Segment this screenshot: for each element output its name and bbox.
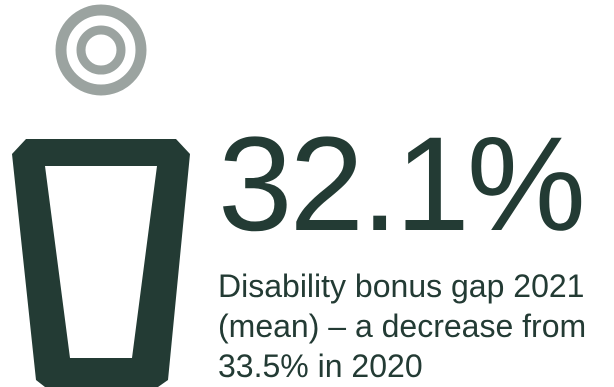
caption-line-3: 33.5% in 2020 xyxy=(218,348,423,384)
person-body-icon xyxy=(12,139,190,387)
person-icon xyxy=(12,4,190,387)
stat-caption: Disability bonus gap 2021 (mean) – a dec… xyxy=(218,266,612,386)
caption-line-1: Disability bonus gap 2021 xyxy=(218,268,585,304)
caption-line-2: (mean) – a decrease from xyxy=(218,308,587,344)
stat-value: 32.1% xyxy=(218,110,586,259)
person-head-icon xyxy=(55,4,147,96)
